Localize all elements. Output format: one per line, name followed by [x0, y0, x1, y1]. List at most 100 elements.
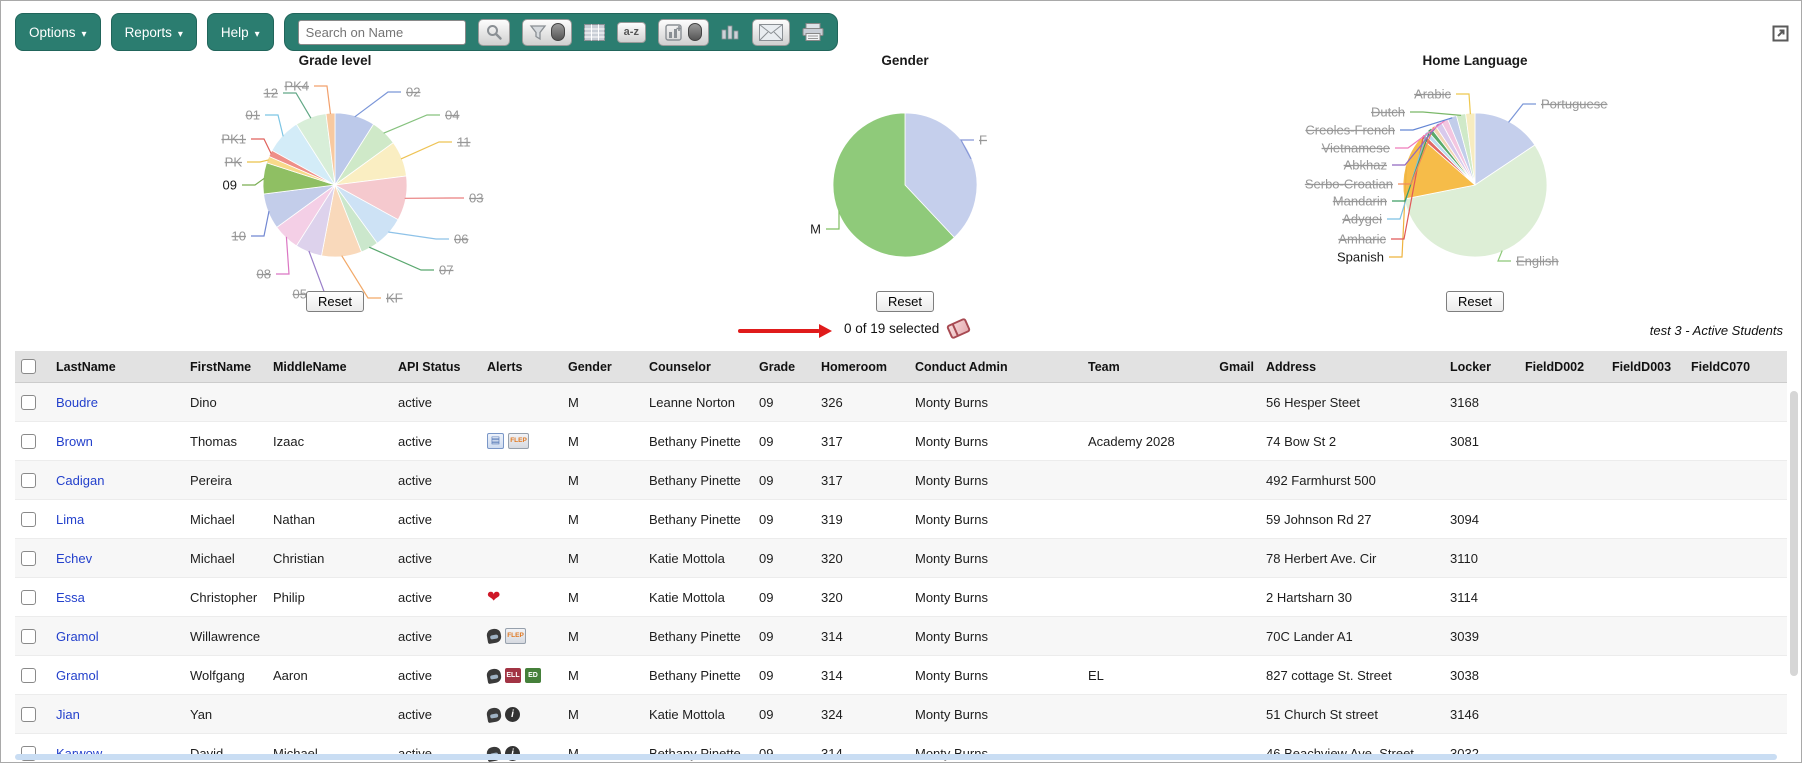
- pie-label-KF[interactable]: KF: [386, 291, 403, 304]
- misc-alert-icon[interactable]: [485, 706, 503, 723]
- misc-alert-icon[interactable]: [485, 667, 503, 684]
- row-checkbox[interactable]: [21, 434, 36, 450]
- pie-slice-M[interactable]: [832, 112, 955, 258]
- popout-icon[interactable]: [1772, 25, 1789, 47]
- filter-toggle-button[interactable]: [521, 18, 572, 46]
- pie-label-12[interactable]: 12: [264, 86, 278, 101]
- pie-slice-English[interactable]: [1403, 144, 1548, 258]
- pie-label-07[interactable]: 07: [439, 263, 453, 278]
- col-header-counselor[interactable]: Counselor: [643, 351, 753, 384]
- pie-label-M[interactable]: M: [810, 222, 821, 237]
- sort-az-button[interactable]: a-z: [616, 21, 646, 43]
- reset-button[interactable]: Reset: [876, 291, 934, 312]
- pie-label-Portuguese[interactable]: Portuguese: [1541, 97, 1608, 112]
- cell-grade: 09: [753, 655, 815, 696]
- col-header-api-status[interactable]: API Status: [392, 351, 481, 384]
- col-header-team[interactable]: Team: [1082, 351, 1198, 384]
- vertical-scrollbar[interactable]: [1790, 391, 1798, 676]
- pie-label-08[interactable]: 08: [257, 267, 271, 282]
- student-name-link[interactable]: Gramol: [56, 628, 99, 644]
- pie-label-Amharic[interactable]: Amharic: [1338, 232, 1386, 247]
- bar-chart-icon[interactable]: [721, 24, 740, 40]
- horizontal-scrollbar[interactable]: [15, 754, 1777, 760]
- pie-label-Vietnamese[interactable]: Vietnamese: [1322, 141, 1390, 156]
- pie-label-05[interactable]: 05: [293, 287, 307, 302]
- help-menu-button[interactable]: Help: [206, 13, 274, 51]
- student-name-link[interactable]: Lima: [56, 511, 85, 527]
- col-header-middlename[interactable]: MiddleName: [267, 351, 392, 384]
- row-checkbox[interactable]: [21, 707, 36, 723]
- ed-alert-icon[interactable]: ED: [525, 668, 541, 684]
- row-checkbox[interactable]: [21, 395, 36, 411]
- pie-label-English[interactable]: English: [1516, 254, 1559, 269]
- pie-label-F[interactable]: F: [979, 133, 987, 148]
- pie-label-02[interactable]: 02: [406, 85, 420, 100]
- pie-label-Arabic[interactable]: Arabic: [1414, 87, 1451, 102]
- grid-view-icon[interactable]: [583, 23, 605, 41]
- info-alert-icon[interactable]: i: [505, 707, 520, 723]
- col-header-grade[interactable]: Grade: [753, 351, 815, 384]
- pie-label-PK1[interactable]: PK1: [221, 132, 246, 147]
- col-header-alerts[interactable]: Alerts: [481, 351, 562, 384]
- chart-toggle-button[interactable]: [657, 18, 709, 46]
- col-header-address[interactable]: Address: [1260, 351, 1444, 384]
- col-header-lastname[interactable]: LastName: [50, 351, 184, 384]
- col-header-locker[interactable]: Locker: [1444, 351, 1519, 384]
- student-name-link[interactable]: Echev: [56, 550, 93, 566]
- student-name-link[interactable]: Brown: [56, 433, 93, 449]
- pie-label-line: [247, 159, 269, 163]
- flep-alert-icon[interactable]: FLEP: [505, 628, 526, 645]
- pie-label-Spanish[interactable]: Spanish: [1337, 250, 1384, 265]
- flep-alert-icon[interactable]: FLEP: [508, 433, 529, 450]
- pie-label-04[interactable]: 04: [445, 108, 459, 123]
- row-checkbox[interactable]: [21, 590, 36, 606]
- pie-label-10[interactable]: 10: [232, 229, 246, 244]
- reports-menu-button[interactable]: Reports: [110, 13, 197, 51]
- col-header-homeroom[interactable]: Homeroom: [815, 351, 909, 384]
- row-checkbox[interactable]: [21, 551, 36, 567]
- row-checkbox[interactable]: [21, 473, 36, 489]
- col-header-firstname[interactable]: FirstName: [184, 351, 267, 384]
- pie-label-Creoles-French[interactable]: Creoles-French: [1305, 123, 1395, 138]
- pie-label-06[interactable]: 06: [454, 232, 468, 247]
- col-header-fieldc070[interactable]: FieldC070: [1685, 351, 1787, 384]
- pie-label-03[interactable]: 03: [469, 191, 483, 206]
- pie-slice-F[interactable]: [904, 112, 978, 239]
- misc-alert-icon[interactable]: [485, 628, 503, 645]
- col-header-gender[interactable]: Gender: [562, 351, 643, 384]
- search-input[interactable]: [297, 19, 466, 45]
- row-checkbox[interactable]: [21, 629, 36, 645]
- pie-label-Dutch[interactable]: Dutch: [1371, 105, 1405, 120]
- health-alert-icon[interactable]: ❤: [487, 589, 501, 607]
- pie-label-11[interactable]: 11: [457, 135, 471, 150]
- reset-button[interactable]: Reset: [306, 291, 364, 312]
- row-checkbox[interactable]: [21, 512, 36, 528]
- options-menu-button[interactable]: Options: [15, 13, 101, 51]
- pie-label-09[interactable]: 09: [223, 178, 237, 193]
- student-name-link[interactable]: Boudre: [56, 394, 98, 410]
- student-name-link[interactable]: Essa: [56, 589, 85, 605]
- col-header-conduct-admin[interactable]: Conduct Admin: [909, 351, 1082, 384]
- mail-button[interactable]: [751, 18, 790, 46]
- row-checkbox[interactable]: [21, 668, 36, 684]
- pie-label-Adygei[interactable]: Adygei: [1342, 212, 1382, 227]
- print-icon[interactable]: [802, 23, 824, 41]
- col-header-gmail[interactable]: Gmail: [1198, 351, 1260, 384]
- clear-selection-eraser-icon[interactable]: [946, 317, 972, 340]
- student-name-link[interactable]: Jian: [56, 706, 80, 722]
- select-all-checkbox[interactable]: [21, 359, 36, 375]
- student-name-link[interactable]: Cadigan: [56, 472, 105, 488]
- reset-button[interactable]: Reset: [1446, 291, 1504, 312]
- pie-label-Serbo-Croatian[interactable]: Serbo-Croatian: [1305, 177, 1393, 192]
- student-name-link[interactable]: Gramol: [56, 667, 99, 683]
- col-header-fieldd003[interactable]: FieldD003: [1606, 351, 1685, 384]
- pie-label-01[interactable]: 01: [246, 108, 260, 123]
- col-header-fieldd002[interactable]: FieldD002: [1519, 351, 1606, 384]
- ell-alert-icon[interactable]: ELL: [505, 668, 521, 684]
- plan504-alert-icon[interactable]: [487, 433, 504, 450]
- search-button[interactable]: [477, 18, 510, 46]
- pie-label-PK4[interactable]: PK4: [284, 79, 309, 94]
- pie-label-PK[interactable]: PK: [225, 155, 243, 170]
- pie-label-Abkhaz[interactable]: Abkhaz: [1344, 158, 1387, 173]
- pie-label-Mandarin[interactable]: Mandarin: [1333, 194, 1387, 209]
